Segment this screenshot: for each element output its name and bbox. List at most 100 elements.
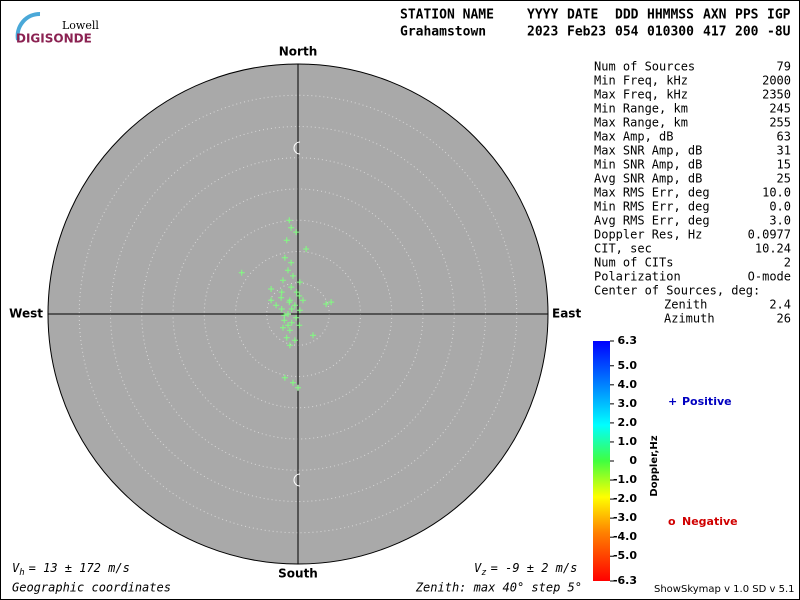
stat-label: CIT, sec xyxy=(594,242,652,256)
source-point xyxy=(280,277,286,284)
stat-label: Max Amp, dB xyxy=(594,130,673,144)
stat-value: 31 xyxy=(777,144,791,158)
source-point xyxy=(296,279,303,286)
colorbar xyxy=(593,341,610,581)
source-point xyxy=(285,267,291,274)
header-label: YYYY xyxy=(527,8,558,23)
velocity-text: = -9 ± 2 m/s xyxy=(491,561,578,575)
stat-label: Max RMS Err, deg xyxy=(594,186,710,200)
stat-label: Avg RMS Err, deg xyxy=(594,214,710,228)
stat-label: Min Range, km xyxy=(594,102,688,116)
colorbar-tick-label: 0 xyxy=(629,454,637,467)
center-label: Zenith xyxy=(664,298,707,312)
header-value: Feb23 xyxy=(567,25,606,40)
colorbar-tick-label: -2.0 xyxy=(613,492,637,505)
source-point xyxy=(281,374,288,381)
center-title: Center of Sources, deg: xyxy=(594,284,760,298)
legend-symbol: + xyxy=(668,395,677,408)
colorbar-tick-label: 3.0 xyxy=(618,397,638,410)
header-label: PPS xyxy=(735,8,759,23)
source-point xyxy=(273,302,280,309)
source-point xyxy=(283,237,290,244)
source-point xyxy=(288,284,295,291)
logo-bottom: DIGISONDE xyxy=(16,32,92,46)
source-point xyxy=(328,299,335,306)
dir-east: East xyxy=(552,307,581,321)
colorbar-tick-label: 5.0 xyxy=(618,359,638,372)
source-point xyxy=(281,254,288,261)
source-point xyxy=(300,297,306,304)
stat-value: 2350 xyxy=(762,88,791,102)
source-point xyxy=(286,342,293,349)
stat-value: 2000 xyxy=(762,74,791,88)
stat-label: Min SNR Amp, dB xyxy=(594,158,702,172)
stat-label: Max Freq, kHz xyxy=(594,88,688,102)
source-point xyxy=(290,272,296,279)
source-point xyxy=(285,311,291,317)
source-point xyxy=(281,312,288,319)
colorbar-tick-label: 6.3 xyxy=(618,334,638,347)
source-point xyxy=(296,307,303,314)
stat-value: 10.24 xyxy=(755,242,791,256)
header-label: DDD xyxy=(615,8,639,23)
source-point xyxy=(238,269,245,276)
stat-value: 15 xyxy=(777,158,791,172)
stat-label: Min Freq, kHz xyxy=(594,74,688,88)
velocity-sub: z xyxy=(481,568,486,578)
source-point xyxy=(288,306,295,312)
velocity-text: = 13 ± 172 m/s xyxy=(29,561,130,575)
center-value: 2.4 xyxy=(769,298,791,312)
stat-value: 25 xyxy=(777,172,791,186)
colorbar-tick-label: -6.3 xyxy=(613,574,637,587)
source-point xyxy=(288,224,295,231)
legend-label: Negative xyxy=(682,515,738,528)
coords-note: Geographic coordinates xyxy=(12,581,171,595)
velocity-symbol: V xyxy=(474,561,482,575)
header-label: IGP xyxy=(767,8,791,23)
header-value: Grahamstown xyxy=(400,25,486,40)
source-point xyxy=(303,246,310,252)
source-point xyxy=(268,286,275,292)
source-point xyxy=(293,229,300,236)
header-value: 417 xyxy=(703,25,726,40)
source-point xyxy=(268,297,275,304)
stat-label: Max SNR Amp, dB xyxy=(594,144,702,158)
center-value: 26 xyxy=(777,312,791,326)
source-point xyxy=(286,327,293,334)
colorbar-label: Doppler,Hz xyxy=(649,435,660,496)
source-point xyxy=(310,332,316,339)
velocity-sub: h xyxy=(19,568,24,578)
stat-value: 2 xyxy=(784,256,791,270)
source-point xyxy=(296,292,303,299)
version: ShowSkymap v 1.0 SD v 5.1 xyxy=(654,584,794,595)
source-point xyxy=(278,289,285,296)
colorbar-tick-label: -3.0 xyxy=(613,511,637,524)
stat-label: Num of Sources xyxy=(594,60,695,74)
source-point xyxy=(286,217,293,224)
colorbar-tick-label: 4.0 xyxy=(618,378,638,391)
source-point xyxy=(295,384,301,391)
stat-label: Polarization xyxy=(594,270,681,284)
velocity-vz: Vz = -9 ± 2 m/s xyxy=(474,561,577,578)
header-label: STATION NAME xyxy=(400,8,494,23)
source-point xyxy=(296,322,303,329)
header-label: DATE xyxy=(567,8,598,23)
header-value: -8U xyxy=(767,25,791,40)
source-point xyxy=(278,306,285,312)
header-value: 2023 xyxy=(527,25,558,40)
colorbar-tick-label: -5.0 xyxy=(613,549,637,562)
header-value: 200 xyxy=(735,25,759,40)
source-point xyxy=(323,301,330,307)
stat-value: 79 xyxy=(777,60,791,74)
stat-label: Doppler Res, Hz xyxy=(594,228,702,242)
zenith-note: Zenith: max 40° step 5° xyxy=(415,581,582,595)
mark-n xyxy=(293,141,301,155)
logo-arc xyxy=(15,11,41,41)
logo-top: Lowell xyxy=(62,19,99,32)
dir-north: North xyxy=(279,45,317,59)
source-point xyxy=(283,334,290,341)
velocity-vh: Vh = 13 ± 172 m/s xyxy=(12,561,130,578)
stat-value: 63 xyxy=(777,130,791,144)
